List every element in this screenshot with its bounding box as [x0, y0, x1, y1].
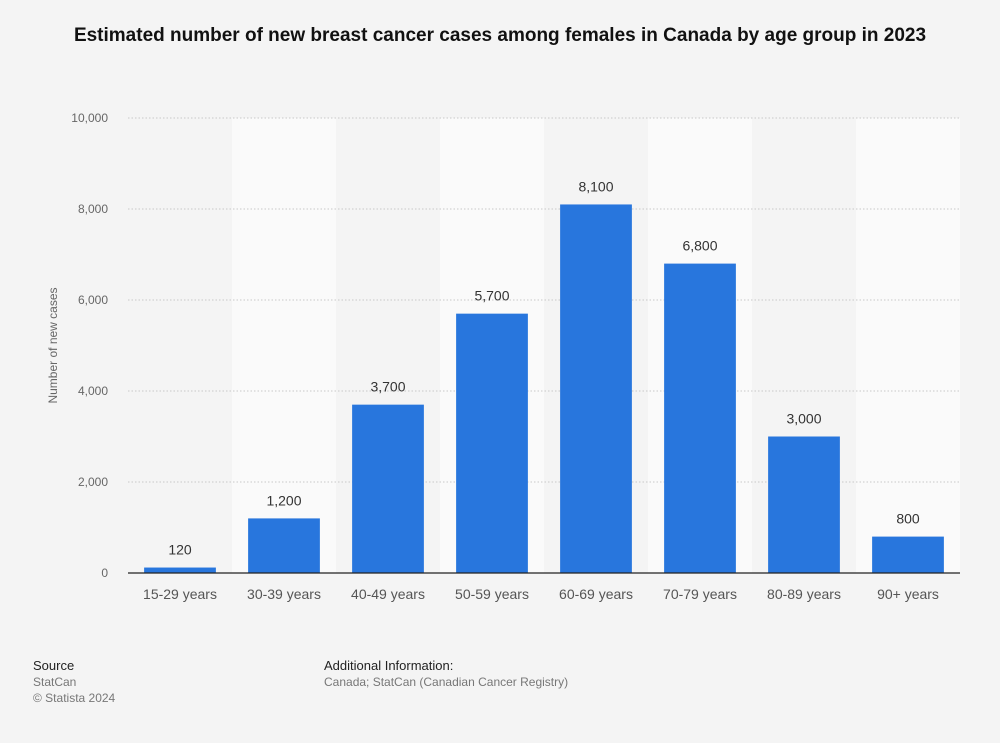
bar-value-label: 800	[896, 511, 920, 527]
bar-value-label: 6,800	[682, 238, 717, 254]
x-category-label: 50-59 years	[455, 586, 529, 602]
bar-60-69-years[interactable]	[560, 204, 632, 573]
additional-info-block: Additional Information: Canada; StatCan …	[324, 658, 568, 690]
column-band	[856, 118, 960, 573]
x-category-label: 70-79 years	[663, 586, 737, 602]
column-band	[232, 118, 336, 573]
bar-80-89-years[interactable]	[768, 436, 840, 574]
y-tick-label: 10,000	[71, 111, 108, 125]
bar-15-29-years[interactable]	[144, 567, 216, 573]
source-block: Source StatCan © Statista 2024	[33, 658, 115, 706]
bar-50-59-years[interactable]	[456, 313, 528, 573]
y-tick-label: 6,000	[78, 293, 108, 307]
bar-value-label: 1,200	[266, 492, 301, 508]
bar-30-39-years[interactable]	[248, 518, 320, 573]
x-category-label: 80-89 years	[767, 586, 841, 602]
x-category-label: 15-29 years	[143, 586, 217, 602]
bar-value-label: 120	[168, 542, 192, 558]
bar-40-49-years[interactable]	[352, 404, 424, 573]
bar-value-label: 3,700	[370, 379, 405, 395]
additional-info-heading: Additional Information:	[324, 658, 454, 673]
x-category-label: 40-49 years	[351, 586, 425, 602]
bar-70-79-years[interactable]	[664, 263, 736, 573]
bar-chart: 0 2,000 4,000 6,000 8,000 10,000 Number of new…	[46, 111, 960, 602]
bar-value-label: 8,100	[578, 178, 613, 194]
source-heading: Source	[33, 658, 75, 673]
y-tick-label: 8,000	[78, 202, 108, 216]
y-tick-label: 0	[101, 566, 108, 580]
chart-title: Estimated number of new breast cancer ca…	[73, 25, 927, 46]
bar-90-years[interactable]	[872, 536, 944, 573]
x-category-label: 60-69 years	[559, 586, 633, 602]
chart-area: 0 2,000 4,000 6,000 8,000 10,000 Number of new…	[46, 111, 960, 602]
y-axis-title: Number of new cases	[46, 287, 60, 403]
source-name[interactable]: StatCan	[33, 675, 77, 689]
bar-value-label: 5,700	[474, 288, 509, 304]
x-category-label: 90+ years	[877, 586, 939, 602]
copyright-notice: © Statista 2024	[33, 691, 116, 705]
y-tick-label: 4,000	[78, 384, 108, 398]
additional-info-text: Canada; StatCan (Canadian Cancer Registr…	[324, 675, 569, 689]
bar-value-label: 3,000	[786, 411, 821, 427]
y-tick-label: 2,000	[78, 475, 108, 489]
x-category-label: 30-39 years	[247, 586, 321, 602]
